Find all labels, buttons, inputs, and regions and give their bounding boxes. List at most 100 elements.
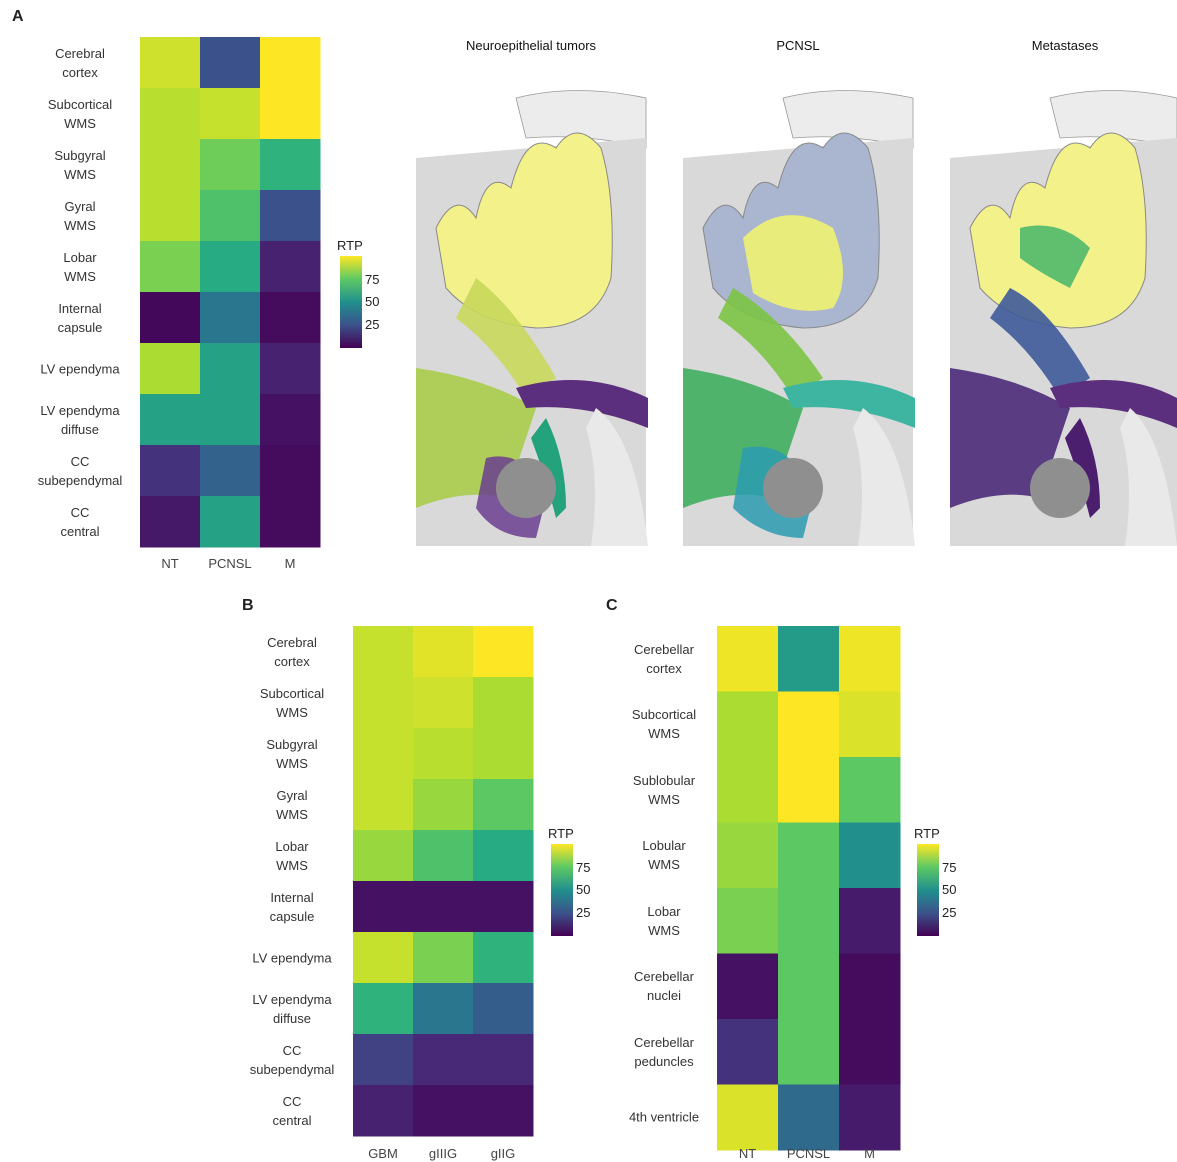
heatmap-cell-r2-c2 bbox=[839, 757, 901, 823]
heatmap-cell-r6-c2 bbox=[839, 1019, 901, 1085]
heatmap-cell-r5-c0 bbox=[717, 953, 779, 1020]
row-label: CC subependymal bbox=[37, 453, 123, 488]
column-label: M bbox=[864, 1146, 875, 1161]
heatmap-cell-r6-c1 bbox=[413, 932, 474, 984]
legend-colorbar bbox=[917, 844, 939, 936]
legend-tick-75: 75 bbox=[942, 860, 957, 875]
row-label: Internal capsule bbox=[269, 889, 315, 924]
row-label: LV ependyma diffuse bbox=[252, 991, 332, 1026]
legend-tick-50: 50 bbox=[576, 882, 591, 897]
row-label: LV ependyma bbox=[252, 950, 332, 965]
row-label: Sublobular WMS bbox=[632, 772, 696, 807]
row-label: LV ependyma diffuse bbox=[40, 402, 120, 437]
legend-title: RTP bbox=[337, 238, 363, 253]
legend-tick-25: 25 bbox=[942, 905, 957, 920]
legend-title: RTP bbox=[548, 826, 574, 841]
heatmap-cell-r3-c0 bbox=[717, 822, 779, 889]
heatmap-cell-r9-c2 bbox=[473, 1085, 534, 1137]
heatmap-cell-r3-c1 bbox=[778, 822, 840, 889]
heatmap-cell-r6-c2 bbox=[473, 932, 534, 984]
heatmap-cell-r8-c0 bbox=[353, 1034, 414, 1086]
heatmap-cell-r2-c0 bbox=[353, 728, 414, 780]
heatmap-cell-r8-c2 bbox=[473, 1034, 534, 1086]
heatmap-cell-r2-c0 bbox=[717, 757, 779, 823]
legend-title: RTP bbox=[914, 826, 940, 841]
row-label: Internal capsule bbox=[57, 300, 103, 335]
row-label: Gyral WMS bbox=[276, 787, 308, 822]
legend-tick-50: 50 bbox=[365, 294, 380, 309]
heatmap-cell-r8-c2 bbox=[260, 445, 321, 497]
illustration-title-neuroepithelial: Neuroepithelial tumors bbox=[465, 38, 597, 53]
heatmap-cell-r7-c2 bbox=[839, 1084, 901, 1151]
heatmap-cell-r0-c0 bbox=[717, 626, 779, 692]
heatmap-cell-r4-c2 bbox=[473, 830, 534, 882]
row-label: Subgyral WMS bbox=[266, 736, 318, 771]
heatmap-cell-r7-c1 bbox=[413, 983, 474, 1035]
heatmap-cell-r6-c2 bbox=[260, 343, 321, 395]
row-label: CC subependymal bbox=[249, 1042, 335, 1077]
legend-tick-75: 75 bbox=[576, 860, 591, 875]
heatmap-cell-r5-c0 bbox=[140, 292, 201, 344]
legend-tick-25: 25 bbox=[365, 317, 380, 332]
heatmap-cell-r9-c2 bbox=[260, 496, 321, 548]
column-label: NT bbox=[161, 556, 179, 571]
heatmap-cell-r6-c0 bbox=[717, 1019, 779, 1085]
heatmap-cell-r9-c1 bbox=[413, 1085, 474, 1137]
heatmap-cell-r4-c0 bbox=[717, 888, 779, 954]
heatmap-cell-r7-c0 bbox=[353, 983, 414, 1035]
row-label: LV ependyma bbox=[40, 361, 120, 376]
heatmap-cell-r1-c2 bbox=[260, 88, 321, 140]
row-label: Cerebellar peduncles bbox=[634, 1034, 694, 1069]
heatmap-cell-r8-c1 bbox=[200, 445, 261, 497]
heatmap-cell-r3-c0 bbox=[353, 779, 414, 831]
illustration-title-pcnsl: PCNSL bbox=[776, 38, 820, 53]
heatmap-cell-r3-c2 bbox=[473, 779, 534, 831]
heatmap-cell-r0-c1 bbox=[200, 37, 261, 89]
column-label: NT bbox=[738, 1146, 757, 1161]
heatmap-cell-r7-c1 bbox=[778, 1084, 840, 1151]
heatmap-cell-r6-c1 bbox=[778, 1019, 840, 1085]
heatmap-cell-r5-c2 bbox=[839, 953, 901, 1020]
heatmap-cell-r7-c0 bbox=[140, 394, 201, 446]
heatmap-cell-r0-c1 bbox=[778, 626, 840, 692]
heatmap-cell-r2-c1 bbox=[778, 757, 840, 823]
row-label: Cerebral cortex bbox=[55, 45, 105, 80]
brain-illustration-metastases bbox=[950, 78, 1177, 546]
row-label: Subcortical WMS bbox=[259, 685, 325, 720]
heatmap-cell-r1-c1 bbox=[778, 691, 840, 758]
heatmap-cell-r1-c0 bbox=[353, 677, 414, 729]
heatmap-cell-r6-c0 bbox=[140, 343, 201, 395]
column-label: M bbox=[284, 556, 296, 571]
heatmap-cell-r1-c2 bbox=[839, 691, 901, 758]
heatmap-cell-r5-c1 bbox=[200, 292, 261, 344]
row-label: Subcortical WMS bbox=[631, 707, 697, 742]
heatmap-cell-r1-c0 bbox=[717, 691, 779, 758]
heatmap-cell-r3-c2 bbox=[839, 822, 901, 889]
heatmap-cell-r1-c1 bbox=[200, 88, 261, 140]
row-label: Subgyral WMS bbox=[54, 147, 106, 182]
heatmap-cell-r7-c2 bbox=[473, 983, 534, 1035]
row-label: CC central bbox=[272, 1093, 312, 1128]
column-label: gIIIG bbox=[428, 1146, 458, 1161]
row-label: Gyral WMS bbox=[64, 198, 96, 233]
heatmap-cell-r3-c1 bbox=[413, 779, 474, 831]
heatmap-cell-r2-c1 bbox=[413, 728, 474, 780]
heatmap-cell-r5-c2 bbox=[473, 881, 534, 933]
illustration-title-metastases: Metastases bbox=[1031, 38, 1099, 53]
row-label: Lobar WMS bbox=[275, 838, 309, 873]
column-label: gIIG bbox=[490, 1146, 516, 1161]
heatmap-cell-r9-c0 bbox=[140, 496, 201, 548]
legend-colorbar bbox=[340, 256, 362, 348]
heatmap-cell-r0-c2 bbox=[473, 626, 534, 678]
row-label: Subcortical WMS bbox=[47, 96, 113, 131]
heatmap-cell-r0-c0 bbox=[353, 626, 414, 678]
row-label: Cerebellar nuclei bbox=[634, 969, 694, 1004]
heatmap-cell-r4-c1 bbox=[778, 888, 840, 954]
heatmap-cell-r0-c0 bbox=[140, 37, 201, 89]
legend-tick-50: 50 bbox=[942, 882, 957, 897]
heatmap-cell-r5-c2 bbox=[260, 292, 321, 344]
heatmap-cell-r8-c1 bbox=[413, 1034, 474, 1086]
row-label: Cerebral cortex bbox=[267, 634, 317, 669]
heatmap-cell-r4-c2 bbox=[260, 241, 321, 293]
heatmap-cell-r2-c2 bbox=[260, 139, 321, 191]
